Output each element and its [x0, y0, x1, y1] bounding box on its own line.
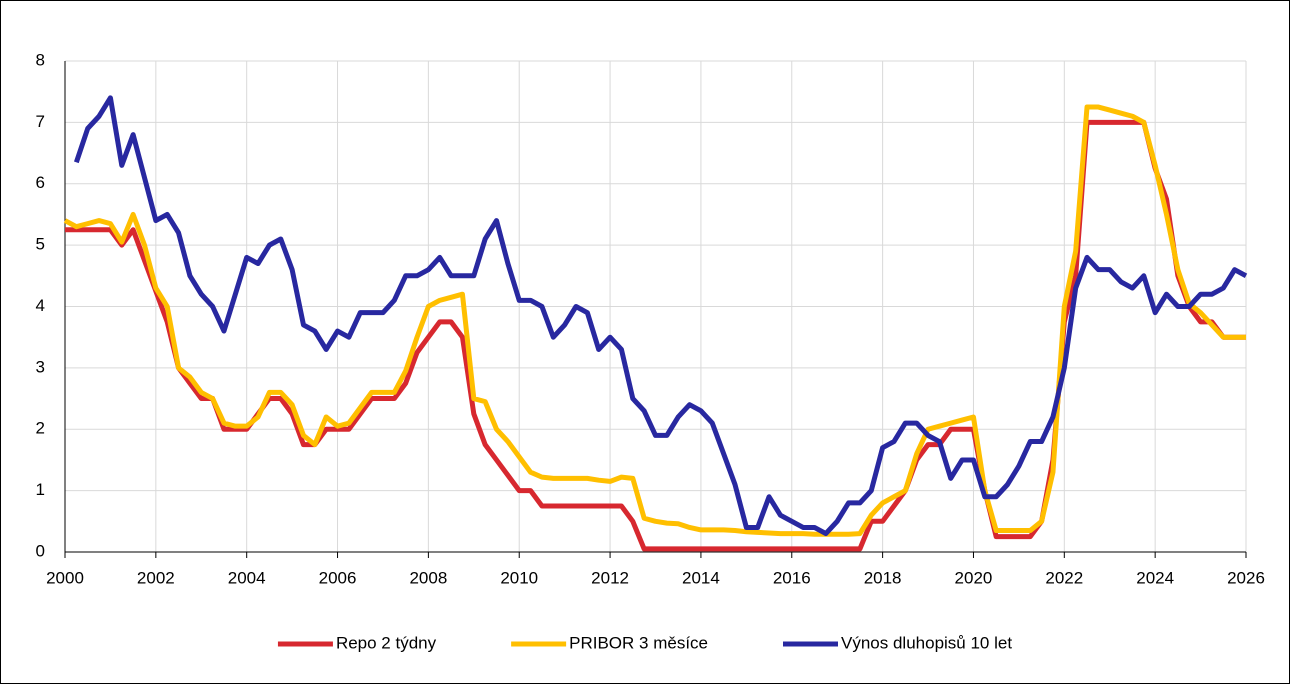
x-tick-label: 2026 [1227, 568, 1265, 587]
x-tick-label: 2010 [500, 568, 538, 587]
x-tick-label: 2000 [46, 568, 84, 587]
legend-label: PRIBOR 3 měsíce [569, 633, 708, 652]
x-tick-label: 2004 [228, 568, 266, 587]
legend-label: Repo 2 týdny [336, 633, 437, 652]
y-tick-label: 2 [36, 419, 45, 438]
x-tick-label: 2024 [1136, 568, 1174, 587]
y-tick-label: 1 [36, 480, 45, 499]
y-tick-label: 5 [36, 235, 45, 254]
series-line [63, 104, 1246, 537]
y-tick-label: 8 [36, 50, 45, 69]
x-tick-label: 2006 [319, 568, 357, 587]
x-tick-label: 2016 [773, 568, 811, 587]
x-tick-label: 2018 [864, 568, 902, 587]
x-tick-label: 2012 [591, 568, 629, 587]
y-tick-label: 3 [36, 357, 45, 376]
x-tick-label: 2022 [1045, 568, 1083, 587]
x-tick-label: 2008 [409, 568, 447, 587]
legend-label: Výnos dluhopisů 10 let [841, 633, 1012, 652]
y-tick-label: 0 [36, 541, 45, 560]
x-tick-label: 2014 [682, 568, 720, 587]
y-tick-label: 7 [36, 112, 45, 131]
series-line [73, 95, 1248, 537]
x-tick-label: 2020 [955, 568, 993, 587]
x-tick-label: 2002 [137, 568, 175, 587]
y-tick-label: 6 [36, 173, 45, 192]
y-tick-label: 4 [36, 296, 45, 315]
